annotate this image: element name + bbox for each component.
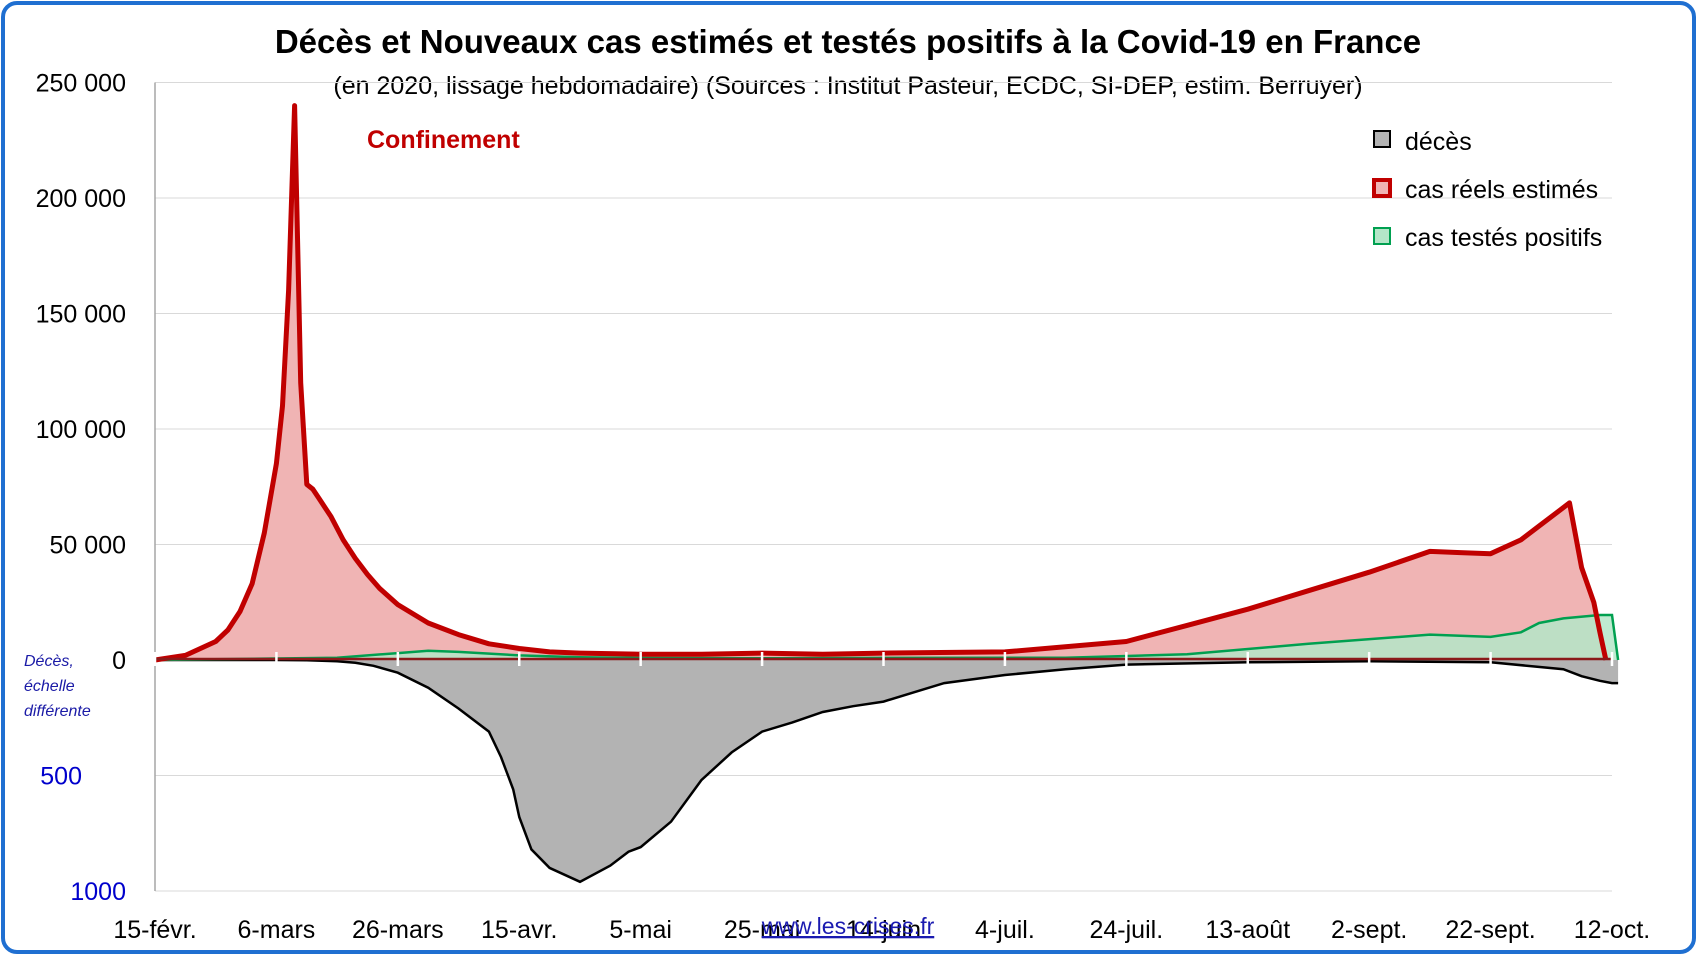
x-tick-label-8: 24-juil.	[1090, 916, 1164, 944]
side-note-line-3: différente	[24, 703, 91, 720]
y-tick-label-deaths-0: 500	[40, 763, 82, 791]
legend-swatch-deces	[1373, 130, 1391, 148]
area-cas-reels	[155, 105, 1606, 661]
source-link[interactable]: www.les-crises.fr	[761, 913, 935, 939]
y-tick-label-5: 0	[112, 647, 126, 675]
y-tick-labels: 250 000 200 000 150 000 100 000 50 000 0 500 10…	[36, 70, 132, 906]
legend-label-cas-reels: cas réels estimés	[1405, 176, 1598, 204]
area-deces	[155, 660, 1619, 882]
x-tick-label-7: 4-juil.	[975, 916, 1035, 944]
legend-label-deces: décès	[1405, 128, 1472, 156]
line-cas-reels	[154, 103, 1609, 663]
chart-title: Décès et Nouveaux cas estimés et testés …	[275, 23, 1421, 60]
x-tick-label-6: 14-juin	[846, 916, 921, 944]
y-tick-label-2: 150 000	[36, 301, 126, 329]
x-tick-label-1: 6-mars	[238, 916, 316, 944]
legend-swatch-cas-reels	[1372, 178, 1392, 198]
x-tick-label-12: 12-oct.	[1574, 916, 1650, 944]
side-note-line-2: échelle	[24, 678, 75, 695]
line-deces	[155, 658, 1619, 884]
tick-label-mask	[82, 755, 132, 792]
x-tick-label-4: 5-mai	[609, 916, 672, 944]
x-tick-label-3: 15-avr.	[481, 916, 557, 944]
legend: décès cas réels estimés cas testés posit…	[1372, 128, 1602, 252]
y-tick-label-deaths-1: 1000	[70, 878, 126, 906]
y-tick-label-3: 100 000	[36, 416, 126, 444]
x-tick-label-9: 13-août	[1205, 916, 1290, 944]
y-tick-label-1: 200 000	[36, 185, 126, 213]
y-tick-label-4: 50 000	[50, 532, 126, 560]
x-tick-label-11: 22-sept.	[1445, 916, 1535, 944]
x-tick-label-10: 2-sept.	[1331, 916, 1407, 944]
axes	[153, 82, 1614, 891]
y-tick-label-0: 250 000	[36, 70, 126, 98]
legend-swatch-cas-testes	[1373, 227, 1391, 245]
x-tick-label-0: 15-févr.	[113, 916, 196, 944]
annotation-confinement: Confinement	[367, 126, 520, 154]
legend-label-cas-testes: cas testés positifs	[1405, 224, 1602, 252]
chart-subtitle: (en 2020, lissage hebdomadaire) (Sources…	[333, 72, 1362, 100]
x-tick-labels: 15-févr. 6-mars 26-mars 15-avr. 5-mai 25-mai 1…	[113, 916, 1650, 944]
side-note-line-1: Décès,	[24, 653, 74, 670]
x-tick-label-5: 25-mai	[724, 916, 800, 944]
x-tick-label-2: 26-mars	[352, 916, 444, 944]
gridlines	[155, 82, 1612, 892]
